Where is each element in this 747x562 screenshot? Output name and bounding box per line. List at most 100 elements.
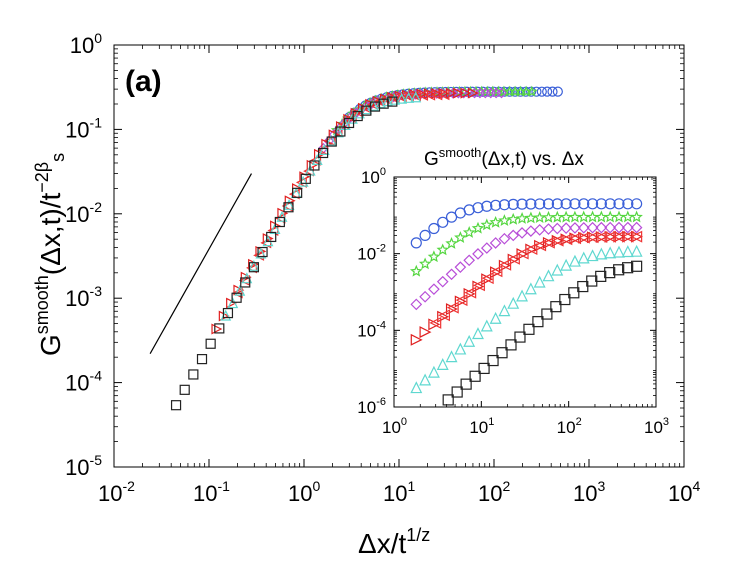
point-triangle-left <box>507 252 520 265</box>
point-triangle-up <box>586 249 599 262</box>
point-triangle-right <box>467 87 479 99</box>
x-tick-label: 104 <box>668 478 700 506</box>
y-tick-label: 10-6 <box>357 396 386 417</box>
point-star <box>507 212 520 225</box>
point-star <box>454 231 467 243</box>
point-circle <box>516 198 528 210</box>
point-triangle-left <box>473 279 485 292</box>
point-square <box>442 394 454 406</box>
point-diamond <box>525 225 537 237</box>
point-circle <box>551 198 563 210</box>
point-square <box>613 264 625 276</box>
point-circle <box>445 211 458 223</box>
point-square <box>300 173 311 184</box>
point-triangle-right <box>445 87 457 99</box>
main-y-axis-label: Gsmooth(Δx,t)/t−2βs <box>32 153 68 356</box>
point-triangle-left <box>490 265 503 278</box>
reference-slope-line <box>149 173 253 354</box>
y-tick-label: 10-4 <box>65 368 102 396</box>
point-square <box>248 262 260 273</box>
point-circle <box>560 198 572 210</box>
point-square <box>222 307 234 319</box>
point-triangle-left <box>499 258 512 271</box>
point-circle <box>547 86 558 97</box>
main-marks <box>149 85 563 411</box>
point-square <box>478 362 490 375</box>
series-triangle-left <box>429 230 643 329</box>
x-tick-label: 103 <box>573 478 605 506</box>
point-triangle-right <box>438 87 450 99</box>
point-triangle-up <box>248 259 260 271</box>
point-circle <box>569 198 581 210</box>
y-tick-exp: -2 <box>376 243 386 255</box>
point-diamond <box>630 221 643 234</box>
ylabel-mid: (Δx,t)/t <box>35 192 66 275</box>
point-triangle-up <box>276 210 288 222</box>
point-triangle-right <box>419 326 432 339</box>
point-circle <box>526 86 537 97</box>
point-diamond <box>507 229 520 242</box>
point-star <box>489 215 502 228</box>
point-triangle-up <box>427 365 440 378</box>
point-triangle-up <box>560 258 573 271</box>
point-triangle-up <box>516 289 529 302</box>
point-square <box>541 308 553 320</box>
inset-title-sup: smooth <box>439 145 482 160</box>
point-square <box>196 354 208 365</box>
point-square <box>188 369 199 380</box>
point-circle <box>542 86 553 97</box>
y-tick-base: 10 <box>65 371 89 396</box>
point-triangle-up <box>507 296 520 309</box>
point-triangle-left <box>455 294 468 307</box>
point-triangle-up <box>227 297 239 309</box>
point-triangle-left <box>525 243 538 255</box>
point-diamond <box>480 242 493 254</box>
point-diamond <box>436 275 449 288</box>
x-tick-base: 10 <box>193 481 217 506</box>
x-tick-base: 10 <box>573 481 597 506</box>
point-circle <box>481 200 493 212</box>
x-tick-base: 10 <box>668 481 692 506</box>
point-star <box>471 221 485 234</box>
point-square <box>179 384 190 395</box>
point-star <box>436 243 449 256</box>
y-tick-base: 10 <box>361 168 380 187</box>
y-tick-exp: -4 <box>90 368 103 384</box>
point-star <box>418 257 432 270</box>
point-star <box>409 264 423 277</box>
point-diamond <box>419 290 431 303</box>
x-tick-exp: 2 <box>576 416 582 428</box>
point-square <box>387 96 398 107</box>
series-square <box>170 96 398 411</box>
point-triangle-left <box>424 89 436 101</box>
x-tick-exp: 1 <box>407 478 415 494</box>
point-square <box>317 147 329 159</box>
point-star <box>480 218 494 231</box>
y-tick-exp: -2 <box>90 199 103 215</box>
ylabel-sub: s <box>48 153 68 162</box>
x-tick-exp: -2 <box>122 478 135 494</box>
point-diamond <box>586 221 599 234</box>
point-square <box>487 354 499 367</box>
point-square <box>283 202 294 213</box>
x-tick-base: 10 <box>469 418 488 437</box>
point-circle <box>604 198 616 210</box>
x-tick-base: 10 <box>644 418 663 437</box>
y-tick-base: 10 <box>357 398 376 417</box>
y-tick-base: 10 <box>357 245 376 264</box>
point-circle <box>542 198 555 210</box>
point-square <box>568 287 580 299</box>
point-triangle-up <box>436 358 449 370</box>
point-diamond <box>595 221 608 234</box>
point-circle <box>552 86 563 97</box>
point-triangle-up <box>403 91 415 103</box>
point-diamond <box>551 222 564 235</box>
point-diamond <box>410 298 423 311</box>
point-triangle-up <box>396 92 408 104</box>
series-diamond <box>410 221 643 311</box>
point-diamond <box>621 221 634 234</box>
point-star <box>498 214 511 226</box>
y-tick-label: 100 <box>70 30 102 58</box>
x-tick-base: 10 <box>288 481 312 506</box>
